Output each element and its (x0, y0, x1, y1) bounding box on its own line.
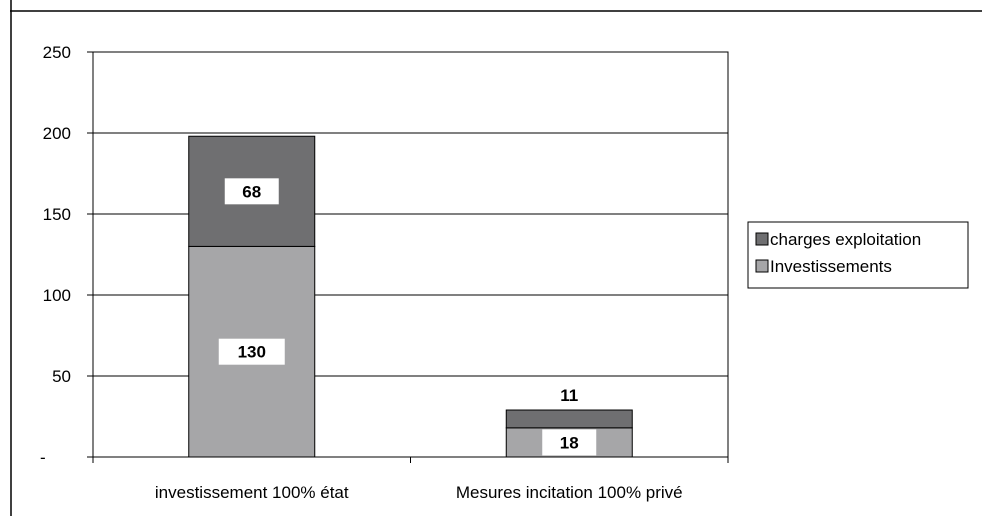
legend-label: Investissements (770, 257, 892, 276)
y-tick-label: - (40, 448, 46, 467)
x-category-label: Mesures incitation 100% privé (456, 483, 683, 502)
data-label: 11 (560, 386, 578, 405)
data-label-box (218, 338, 285, 365)
data-label-box (542, 429, 597, 456)
y-tick-label: 250 (43, 43, 71, 62)
legend-swatch (755, 259, 769, 273)
data-label-box (224, 178, 279, 205)
data-label: 130 (238, 343, 266, 362)
y-tick-label: 50 (52, 367, 71, 386)
data-label: 18 (560, 433, 579, 452)
legend-label: charges exploitation (770, 230, 921, 249)
legend-box (747, 221, 969, 289)
x-category-label: investissement 100% état (155, 483, 349, 502)
legend-swatch (755, 232, 769, 246)
y-tick-label: 200 (43, 124, 71, 143)
data-label: 68 (242, 182, 261, 201)
plot-area: - 50 100 150 200 250 130 68 investissement 100% … (40, 43, 729, 502)
y-tick-label: 100 (43, 286, 71, 305)
bar-segment (505, 409, 633, 429)
legend: charges exploitation Investissements (747, 221, 969, 289)
y-tick-label: 150 (43, 205, 71, 224)
